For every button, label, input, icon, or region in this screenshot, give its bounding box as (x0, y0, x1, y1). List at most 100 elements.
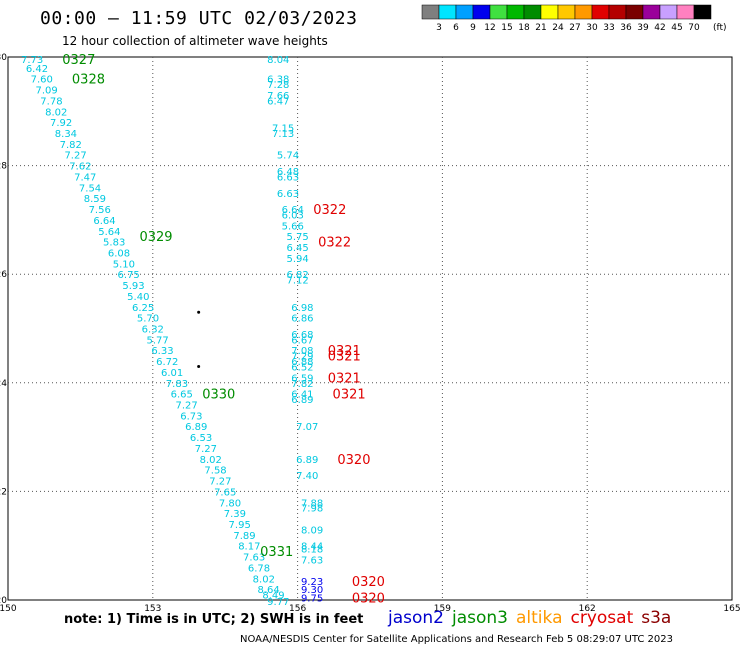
wave-height-point: 7.60 (31, 75, 53, 86)
wave-height-point: 7.95 (229, 520, 251, 531)
color-scale-label: 33 (603, 23, 614, 33)
time-annotation: 0322 (313, 203, 346, 218)
color-scale-label: 6 (453, 23, 459, 33)
time-annotation: 0328 (72, 73, 105, 88)
x-tick-label: 156 (289, 604, 306, 614)
color-scale-label: 24 (552, 23, 564, 33)
wave-height-point: 8.17 (238, 542, 260, 553)
color-scale-swatch (676, 4, 695, 20)
marker-dot (197, 310, 201, 314)
wave-height-point: 6.32 (142, 325, 164, 336)
wave-height-point: 7.47 (74, 172, 96, 183)
wave-height-point: 7.98 (301, 504, 323, 515)
wave-height-point: 9.23 (301, 577, 323, 588)
wave-height-point: 7.07 (296, 422, 318, 433)
color-scale-label: 36 (620, 23, 632, 33)
color-scale-label: 45 (671, 23, 682, 33)
color-scale-swatch (421, 4, 440, 20)
wave-height-point: 6.03 (282, 210, 304, 221)
legend-altika: altika (516, 608, 563, 628)
page-title: 00:00 – 11:59 UTC 02/03/2023 (40, 8, 358, 29)
time-annotation: 0330 (202, 388, 235, 403)
wave-height-point: 7.56 (89, 205, 111, 216)
wave-height-point: 7.82 (60, 140, 82, 151)
wave-height-point: 7.73 (21, 55, 43, 66)
wave-height-point: 6.89 (185, 422, 207, 433)
wave-height-point: 6.63 (277, 189, 299, 200)
wave-height-point: 8.04 (267, 55, 289, 66)
time-annotation: 0320 (352, 591, 385, 606)
wave-height-point: 6.67 (291, 335, 313, 346)
time-annotation: 0320 (352, 575, 385, 590)
wave-height-point: 8.09 (301, 525, 323, 536)
wave-height-point: 7.83 (166, 379, 188, 390)
color-scale-swatch (455, 4, 474, 20)
wave-height-point: 6.64 (282, 205, 304, 216)
color-scale-label: 42 (654, 23, 665, 33)
x-tick-label: 159 (434, 604, 451, 614)
wave-height-point: 6.08 (108, 248, 130, 259)
wave-height-point: 5.74 (277, 151, 299, 162)
satellite-legend: jason2 jason3 altika cryosat s3a (388, 608, 679, 628)
wave-height-point: 6.59 (291, 373, 313, 384)
wave-height-point: 9.77 (267, 597, 289, 608)
x-tick-label: 162 (579, 604, 596, 614)
wave-height-point: 6.38 (267, 75, 289, 86)
color-scale-label: 12 (484, 23, 495, 33)
wave-height-point: 7.65 (214, 487, 236, 498)
wave-height-point: 7.09 (35, 86, 57, 97)
wave-height-point: 5.83 (103, 238, 125, 249)
y-tick-label: 28 (0, 162, 7, 172)
color-scale-label: 9 (470, 23, 476, 33)
wave-height-point: 6.68 (291, 330, 313, 341)
wave-height-point: 6.52 (291, 363, 313, 374)
wave-height-point: 7.27 (175, 401, 197, 412)
color-scale-swatch (472, 4, 491, 20)
wave-height-point: 5.70 (137, 314, 159, 325)
footer-note: note: 1) Time is in UTC; 2) SWH is in fe… (64, 612, 364, 627)
color-scale-unit: (ft) (713, 23, 727, 33)
wave-height-point: 7.63 (301, 555, 323, 566)
wave-height-point: 8.18 (301, 544, 323, 555)
color-scale-swatch (574, 4, 593, 20)
wave-height-point: 8.44 (301, 542, 323, 553)
wave-height-point: 7.39 (224, 509, 246, 520)
wave-height-point: 8.59 (84, 194, 106, 205)
wave-height-point: 6.75 (118, 270, 140, 281)
wave-height-point: 6.89 (296, 455, 318, 466)
wave-height-point: 7.27 (209, 477, 231, 488)
time-annotation: 0321 (333, 388, 366, 403)
wave-height-point: 7.27 (195, 444, 217, 455)
color-scale-swatch (659, 4, 678, 20)
time-annotation: 0329 (139, 230, 172, 245)
wave-height-point: 6.64 (93, 216, 115, 227)
wave-height-point: 8.02 (45, 107, 67, 118)
wave-height-point: 7.54 (79, 183, 101, 194)
wave-height-point: 9.75 (301, 593, 323, 604)
wave-height-point: 6.78 (248, 563, 270, 574)
wave-height-point: 7.13 (272, 129, 294, 140)
wave-height-point: 6.45 (286, 243, 308, 254)
color-scale-swatch (506, 4, 525, 20)
time-annotation: 0321 (328, 344, 361, 359)
wave-height-point: 7.88 (301, 498, 323, 509)
wave-height-point: 7.27 (64, 151, 86, 162)
wave-height-point: 7.62 (69, 162, 91, 173)
wave-height-point: 5.66 (282, 221, 304, 232)
y-tick-label: 30 (0, 53, 7, 63)
color-scale-label: 15 (501, 23, 512, 33)
y-tick-label: 26 (0, 270, 7, 280)
color-scale-label: 21 (535, 23, 546, 33)
color-scale-swatch (523, 4, 542, 20)
time-annotation: 0331 (260, 545, 293, 560)
wave-height-point: 5.64 (98, 227, 120, 238)
wave-height-point: 6.53 (190, 433, 212, 444)
time-annotation: 0327 (62, 53, 95, 68)
wave-height-point: 7.92 (50, 118, 72, 129)
color-scale-swatch (642, 4, 661, 20)
wave-height-point: 5.94 (286, 254, 308, 265)
time-annotation: 0321 (328, 371, 361, 386)
wave-height-point: 6.63 (277, 172, 299, 183)
legend-s3a: s3a (641, 608, 672, 628)
wave-height-point: 6.65 (171, 390, 193, 401)
